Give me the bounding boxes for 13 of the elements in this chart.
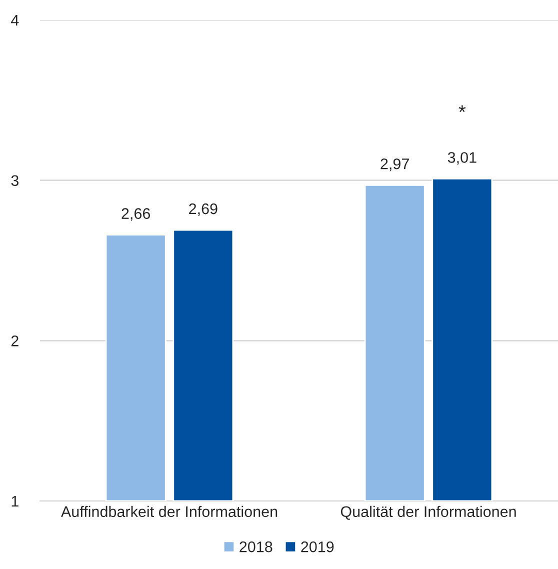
data-label: 2,97 (380, 158, 409, 172)
y-tick-label: 3 (11, 175, 18, 186)
legend-label: 2019 (301, 541, 334, 552)
data-label: 3,01 (448, 152, 476, 165)
annotation: * (458, 105, 466, 112)
y-tick-label: 1 (12, 496, 18, 507)
data-label: 2,69 (189, 203, 218, 216)
y-tick-label: 2 (11, 336, 18, 346)
x-tick-label: Auffindbarkeit der Informationen (60, 506, 278, 518)
data-label: 2,66 (122, 208, 150, 221)
legend-label: 2018 (240, 541, 272, 552)
y-tick-label: 4 (11, 15, 19, 26)
x-tick-label: Qualität der Informationen (340, 506, 516, 520)
